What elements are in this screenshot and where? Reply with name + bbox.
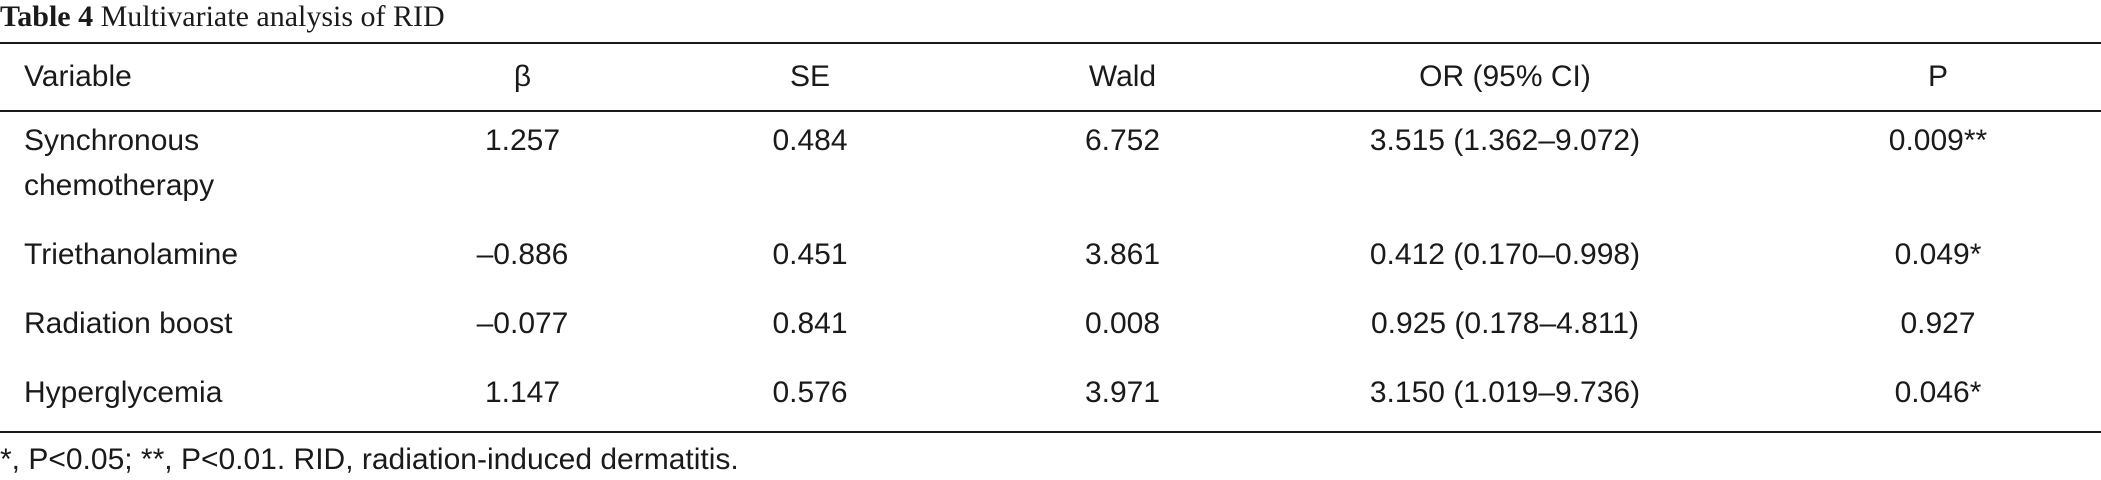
cell-wald: 6.752 xyxy=(1084,124,1161,157)
table-row: Radiation boost –0.077 0.841 0.008 0.925… xyxy=(0,293,2101,362)
table-number: Table 4 xyxy=(0,0,94,33)
cell-p: 0.927 xyxy=(1900,307,1976,340)
cell-beta: –0.886 xyxy=(476,238,569,271)
table-row: Synchronous chemotherapy 1.257 0.484 6.7… xyxy=(0,110,2101,224)
cell-wald: 3.971 xyxy=(1084,376,1161,409)
variable-line-2: chemotherapy xyxy=(24,169,215,202)
cell-beta: 1.257 xyxy=(484,124,561,157)
cell-beta: 1.147 xyxy=(484,376,561,409)
variable-line-1: Synchronous xyxy=(24,124,200,157)
cell-se: 0.451 xyxy=(772,238,848,271)
table-title: Multivariate analysis of RID xyxy=(100,0,445,33)
header-wald: Wald xyxy=(1088,60,1157,93)
header-beta: β xyxy=(513,60,532,93)
cell-variable: Radiation boost xyxy=(24,307,233,340)
cell-wald: 3.861 xyxy=(1084,238,1161,271)
header-se: SE xyxy=(789,60,831,93)
cell-se: 0.576 xyxy=(772,376,848,409)
cell-wald: 0.008 xyxy=(1084,307,1161,340)
header-rule xyxy=(0,110,2101,112)
table-row: Triethanolamine –0.886 0.451 3.861 0.412… xyxy=(0,224,2101,293)
cell-or-ci: 3.150 (1.019–9.736) xyxy=(1369,376,1641,409)
cell-se: 0.484 xyxy=(772,124,848,157)
table-row: Hyperglycemia 1.147 0.576 3.971 3.150 (1… xyxy=(0,362,2101,432)
cell-p: 0.009** xyxy=(1888,124,1988,157)
top-rule xyxy=(0,42,2101,44)
results-table: Variable β SE Wald OR (95% CI) P Synchro… xyxy=(0,44,2101,432)
cell-se: 0.841 xyxy=(772,307,848,340)
cell-variable: Hyperglycemia xyxy=(24,376,223,409)
cell-beta: –0.077 xyxy=(476,307,569,340)
table-footnote: *, P<0.05; **, P<0.01. RID, radiation-in… xyxy=(0,443,739,476)
cell-or-ci: 0.925 (0.178–4.811) xyxy=(1371,307,1639,340)
cell-p: 0.049* xyxy=(1894,238,1982,271)
header-variable: Variable xyxy=(24,60,132,93)
table-caption: Table 4 Multivariate analysis of RID xyxy=(0,0,445,36)
cell-or-ci: 3.515 (1.362–9.072) xyxy=(1369,124,1641,157)
header-or-ci: OR (95% CI) xyxy=(1419,60,1591,93)
cell-p: 0.046* xyxy=(1894,376,1982,409)
header-p: P xyxy=(1927,60,1948,93)
bottom-rule xyxy=(0,431,2101,433)
cell-variable: Synchronous chemotherapy xyxy=(0,110,435,224)
cell-or-ci: 0.412 (0.170–0.998) xyxy=(1369,238,1641,271)
cell-variable: Triethanolamine xyxy=(24,238,238,271)
header-row: Variable β SE Wald OR (95% CI) P xyxy=(0,44,2101,110)
